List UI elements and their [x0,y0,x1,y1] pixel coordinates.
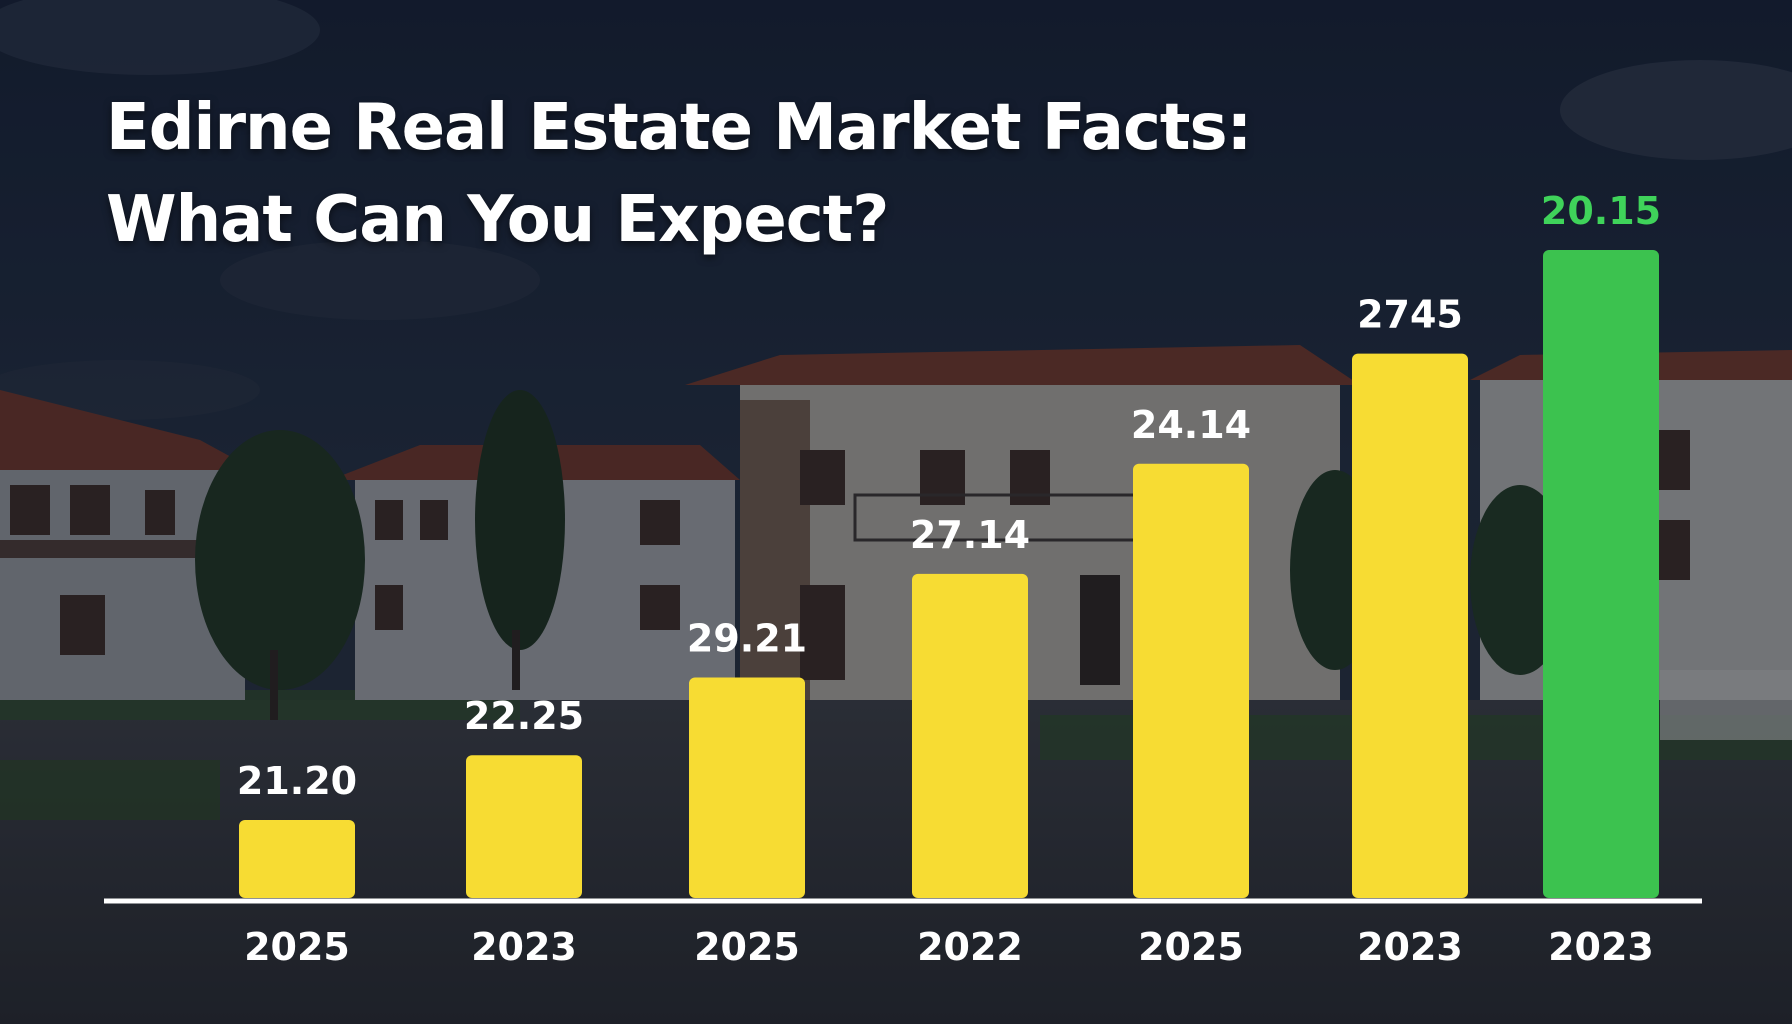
value-label-6: 2745 [1357,293,1463,337]
category-label-3: 2025 [694,925,800,969]
value-label-2: 22.25 [464,694,584,738]
bar-6 [1352,353,1468,898]
category-label-7: 2023 [1548,925,1654,969]
chart-title: Edirne Real Estate Market Facts: What Ca… [106,82,1252,266]
bar-2 [466,755,582,898]
bar-1 [239,820,355,898]
bar-4 [912,573,1028,898]
bar-7 [1543,250,1659,898]
value-label-5: 24.14 [1131,403,1251,447]
title-line-2: What Can You Expect? [106,183,889,257]
category-label-2: 2023 [471,925,577,969]
category-label-4: 2022 [917,925,1023,969]
category-label-6: 2023 [1357,925,1463,969]
title-line-1: Edirne Real Estate Market Facts: [106,91,1252,165]
value-label-1: 21.20 [237,759,357,803]
value-label-3: 29.21 [687,617,807,661]
bar-5 [1133,463,1249,898]
bar-3 [689,677,805,898]
value-label-7: 20.15 [1541,189,1661,233]
category-label-5: 2025 [1138,925,1244,969]
value-label-4: 27.14 [910,513,1030,557]
category-label-1: 2025 [244,925,350,969]
